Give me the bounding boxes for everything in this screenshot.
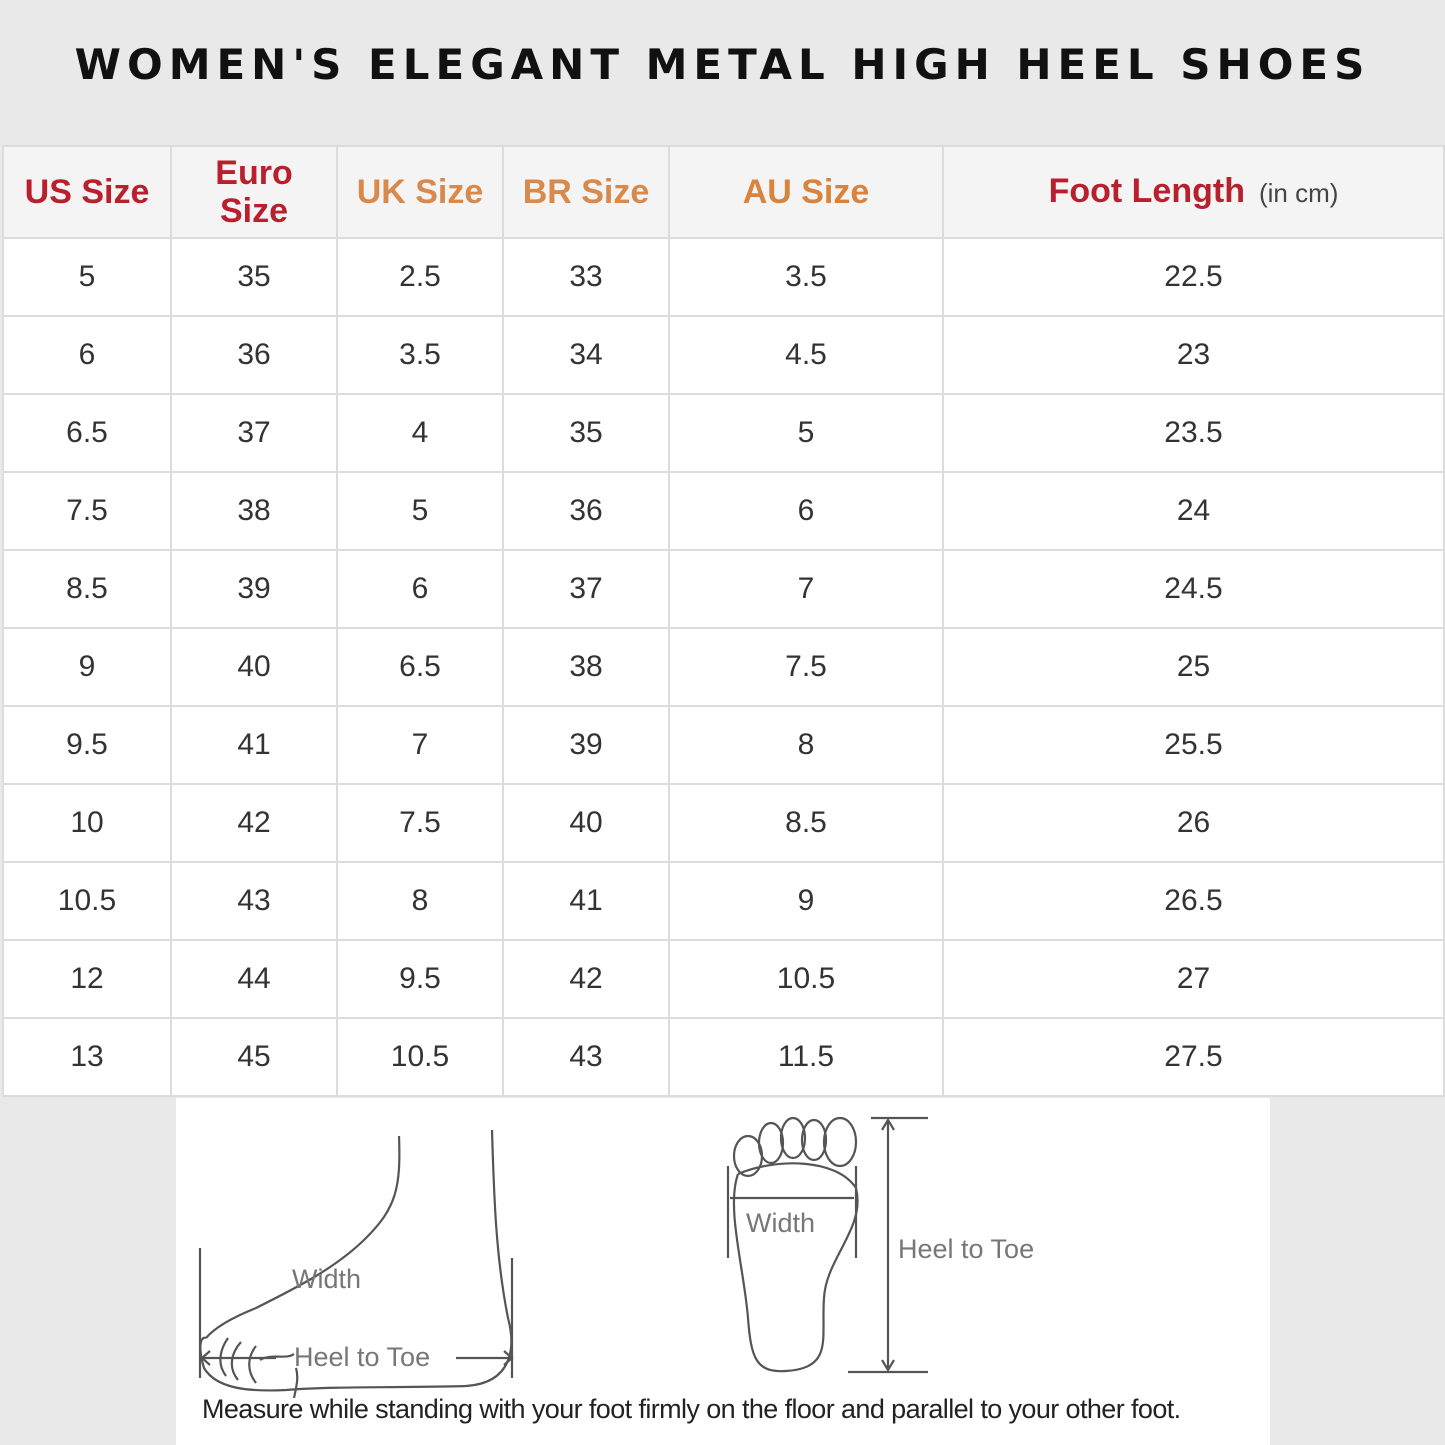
table-row: 13 45 10.5 43 11.5 27.5 bbox=[2, 1017, 1445, 1097]
table-row: 6.5 37 4 35 5 23.5 bbox=[2, 393, 1445, 473]
cell-br: 34 bbox=[502, 315, 670, 395]
cell-br: 33 bbox=[502, 237, 670, 317]
cell-euro: 38 bbox=[170, 471, 338, 551]
foot-illustration-icon bbox=[198, 1116, 928, 1398]
cell-au: 7 bbox=[668, 549, 944, 629]
cell-br: 41 bbox=[502, 861, 670, 941]
table-row: 9.5 41 7 39 8 25.5 bbox=[2, 705, 1445, 785]
header-uk-size: UK Size bbox=[336, 145, 504, 239]
cell-uk: 8 bbox=[336, 861, 504, 941]
page-title: WOMEN'S ELEGANT METAL HIGH HEEL SHOES bbox=[74, 40, 1371, 89]
header-foot-length-label: Foot Length bbox=[1048, 172, 1245, 210]
cell-foot-length: 25 bbox=[942, 627, 1445, 707]
top-width-label: Width bbox=[746, 1208, 816, 1238]
header-euro-size-label: Euro Size bbox=[215, 154, 293, 230]
table-row: 7.5 38 5 36 6 24 bbox=[2, 471, 1445, 551]
cell-br: 42 bbox=[502, 939, 670, 1019]
cell-us: 8.5 bbox=[2, 549, 172, 629]
cell-au: 11.5 bbox=[668, 1017, 944, 1097]
cell-foot-length: 27.5 bbox=[942, 1017, 1445, 1097]
header-foot-length: Foot Length (in cm) bbox=[942, 145, 1445, 239]
cell-euro: 43 bbox=[170, 861, 338, 941]
cell-us: 10.5 bbox=[2, 861, 172, 941]
cell-br: 36 bbox=[502, 471, 670, 551]
foot-length-unit: (in cm) bbox=[1258, 178, 1339, 208]
cell-br: 40 bbox=[502, 783, 670, 863]
cell-uk: 9.5 bbox=[336, 939, 504, 1019]
top-heel-to-toe-label: Heel to Toe bbox=[898, 1234, 1035, 1264]
cell-us: 5 bbox=[2, 237, 172, 317]
cell-au: 7.5 bbox=[668, 627, 944, 707]
cell-euro: 37 bbox=[170, 393, 338, 473]
cell-br: 38 bbox=[502, 627, 670, 707]
foot-measurement-diagram: Width Heel to Toe Width Heel to Toe Meas… bbox=[176, 1098, 1270, 1445]
cell-euro: 35 bbox=[170, 237, 338, 317]
cell-uk: 5 bbox=[336, 471, 504, 551]
cell-us: 6.5 bbox=[2, 393, 172, 473]
table-row: 10 42 7.5 40 8.5 26 bbox=[2, 783, 1445, 863]
cell-br: 39 bbox=[502, 705, 670, 785]
cell-uk: 6.5 bbox=[336, 627, 504, 707]
cell-uk: 7 bbox=[336, 705, 504, 785]
cell-us: 12 bbox=[2, 939, 172, 1019]
table-row: 8.5 39 6 37 7 24.5 bbox=[2, 549, 1445, 629]
table-row: 6 36 3.5 34 4.5 23 bbox=[2, 315, 1445, 395]
cell-uk: 2.5 bbox=[336, 237, 504, 317]
table-row: 9 40 6.5 38 7.5 25 bbox=[2, 627, 1445, 707]
cell-us: 9.5 bbox=[2, 705, 172, 785]
cell-uk: 3.5 bbox=[336, 315, 504, 395]
cell-euro: 40 bbox=[170, 627, 338, 707]
cell-au: 8.5 bbox=[668, 783, 944, 863]
cell-br: 43 bbox=[502, 1017, 670, 1097]
header-us-size: US Size bbox=[2, 145, 172, 239]
cell-foot-length: 24 bbox=[942, 471, 1445, 551]
cell-foot-length: 23.5 bbox=[942, 393, 1445, 473]
table-row: 5 35 2.5 33 3.5 22.5 bbox=[2, 237, 1445, 317]
cell-br: 35 bbox=[502, 393, 670, 473]
cell-uk: 4 bbox=[336, 393, 504, 473]
cell-foot-length: 24.5 bbox=[942, 549, 1445, 629]
cell-euro: 36 bbox=[170, 315, 338, 395]
size-chart-table: US Size Euro Size UK Size BR Size AU Siz… bbox=[2, 145, 1445, 1097]
cell-us: 10 bbox=[2, 783, 172, 863]
table-header-row: US Size Euro Size UK Size BR Size AU Siz… bbox=[2, 145, 1445, 239]
cell-foot-length: 27 bbox=[942, 939, 1445, 1019]
cell-euro: 44 bbox=[170, 939, 338, 1019]
cell-euro: 41 bbox=[170, 705, 338, 785]
cell-us: 7.5 bbox=[2, 471, 172, 551]
cell-au: 6 bbox=[668, 471, 944, 551]
measurement-note: Measure while standing with your foot fi… bbox=[202, 1394, 1181, 1424]
table-row: 12 44 9.5 42 10.5 27 bbox=[2, 939, 1445, 1019]
cell-foot-length: 26 bbox=[942, 783, 1445, 863]
cell-au: 4.5 bbox=[668, 315, 944, 395]
cell-foot-length: 23 bbox=[942, 315, 1445, 395]
cell-euro: 39 bbox=[170, 549, 338, 629]
side-width-label: Width bbox=[292, 1264, 362, 1294]
cell-br: 37 bbox=[502, 549, 670, 629]
cell-foot-length: 22.5 bbox=[942, 237, 1445, 317]
cell-us: 6 bbox=[2, 315, 172, 395]
cell-au: 9 bbox=[668, 861, 944, 941]
cell-au: 8 bbox=[668, 705, 944, 785]
cell-uk: 7.5 bbox=[336, 783, 504, 863]
table-row: 10.5 43 8 41 9 26.5 bbox=[2, 861, 1445, 941]
cell-foot-length: 26.5 bbox=[942, 861, 1445, 941]
cell-uk: 6 bbox=[336, 549, 504, 629]
header-euro-size: Euro Size bbox=[170, 145, 338, 239]
side-heel-to-toe-label: Heel to Toe bbox=[294, 1342, 431, 1372]
header-br-size: BR Size bbox=[502, 145, 670, 239]
cell-euro: 45 bbox=[170, 1017, 338, 1097]
cell-euro: 42 bbox=[170, 783, 338, 863]
cell-uk: 10.5 bbox=[336, 1017, 504, 1097]
cell-us: 9 bbox=[2, 627, 172, 707]
cell-au: 10.5 bbox=[668, 939, 944, 1019]
cell-au: 3.5 bbox=[668, 237, 944, 317]
cell-foot-length: 25.5 bbox=[942, 705, 1445, 785]
cell-us: 13 bbox=[2, 1017, 172, 1097]
header-au-size: AU Size bbox=[668, 145, 944, 239]
cell-au: 5 bbox=[668, 393, 944, 473]
